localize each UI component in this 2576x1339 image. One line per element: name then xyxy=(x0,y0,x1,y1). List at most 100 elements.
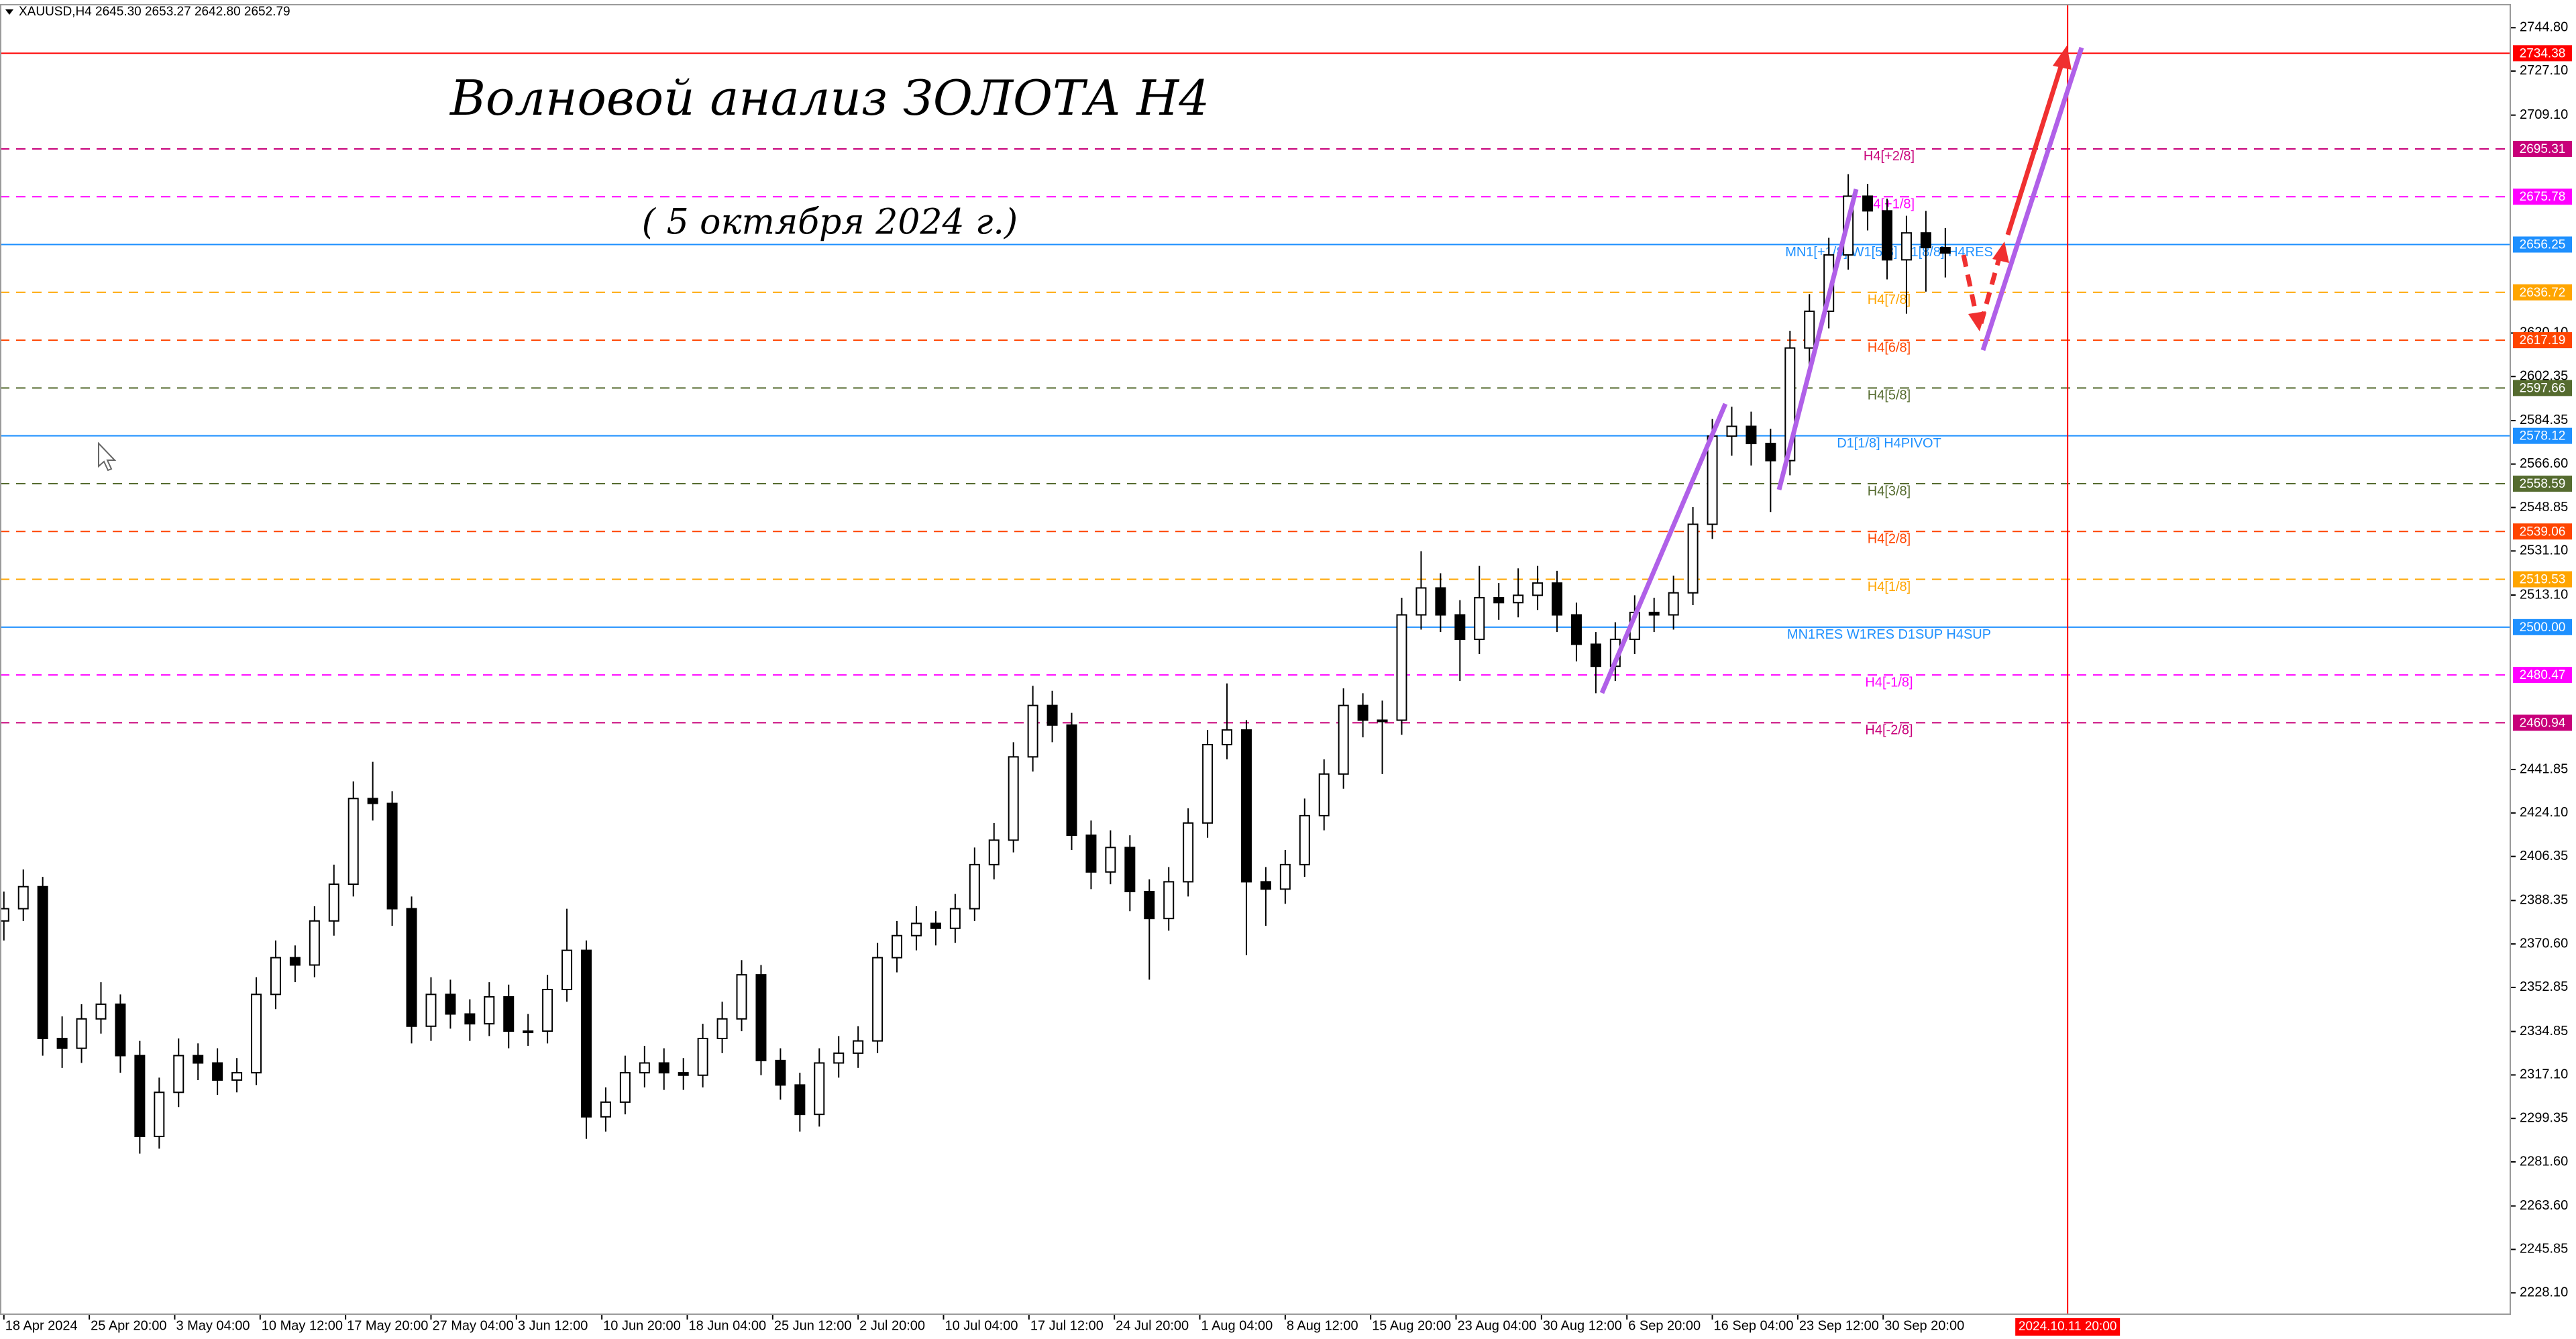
price-tag xyxy=(2513,475,2572,492)
candle-body xyxy=(503,996,515,1032)
price-tag-label: 2656.25 xyxy=(2520,238,2566,252)
price-tag xyxy=(2513,332,2572,349)
candle-body xyxy=(115,1003,126,1057)
candle-body xyxy=(1318,773,1330,816)
candle-body xyxy=(1454,614,1466,641)
candle-body xyxy=(1900,232,1912,261)
price-tag xyxy=(2513,45,2572,62)
price-tag xyxy=(2513,571,2572,588)
forecast-arrow xyxy=(1961,254,1979,316)
candle-body xyxy=(1804,310,1815,349)
candle-body xyxy=(736,974,747,1020)
candle-body xyxy=(872,957,883,1042)
cursor-label: 2024.10.11 20:00 xyxy=(2019,1320,2117,1334)
price-tag-label: 2636.72 xyxy=(2520,286,2566,300)
y-tick-label: 2441.85 xyxy=(2520,761,2568,776)
level-label: H4[+2/8] xyxy=(1864,149,1915,164)
level-label: H4[+1/8] xyxy=(1864,197,1915,212)
y-tick-label: 2566.60 xyxy=(2520,456,2568,471)
y-tick-label: 2263.60 xyxy=(2520,1198,2568,1213)
candle-body xyxy=(716,1018,728,1040)
chart-title: Волновой анализ ЗОЛОТА H4 xyxy=(449,70,1210,126)
candle-body xyxy=(212,1062,223,1081)
candle-body xyxy=(406,908,417,1027)
candle-body xyxy=(1687,523,1699,594)
candle-body xyxy=(1532,582,1544,596)
candle-body xyxy=(154,1091,165,1138)
x-tick-label: 3 Jun 12:00 xyxy=(518,1318,588,1333)
candle-body xyxy=(1008,756,1019,841)
x-tick-label: 18 Apr 2024 xyxy=(5,1318,78,1333)
price-tag xyxy=(2513,667,2572,684)
price-tag xyxy=(2513,189,2572,205)
levels: H4[+2/8]H4[+1/8]MN1[+1/8] W1[5/8] D1[8/8… xyxy=(0,5,2510,1314)
price-tag-label: 2617.19 xyxy=(2520,333,2566,347)
x-tick-label: 8 Aug 12:00 xyxy=(1287,1318,1358,1333)
y-tick-label: 2352.85 xyxy=(2520,979,2568,994)
x-tick-label: 27 May 04:00 xyxy=(432,1318,513,1333)
x-tick-label: 23 Aug 04:00 xyxy=(1458,1318,1537,1333)
candle-body xyxy=(1124,847,1136,893)
price-tag-label: 2480.47 xyxy=(2520,668,2566,682)
price-tag xyxy=(2513,427,2572,444)
candle-body xyxy=(1920,232,1931,249)
candle-body xyxy=(814,1062,825,1116)
candle-body xyxy=(619,1072,631,1103)
x-tick-label: 24 Jul 20:00 xyxy=(1116,1318,1189,1333)
candle-body xyxy=(37,886,48,1040)
menu-arrow xyxy=(5,9,13,15)
candle-body xyxy=(930,922,941,929)
candle-body xyxy=(678,1072,689,1076)
candle-body xyxy=(193,1055,204,1064)
price-tag xyxy=(2513,714,2572,731)
price-tag xyxy=(2513,523,2572,540)
candle-body xyxy=(697,1038,708,1076)
candle-body xyxy=(600,1101,611,1118)
x-tick-label: 25 Apr 20:00 xyxy=(91,1318,166,1333)
candle-body xyxy=(561,949,573,991)
price-tag-label: 2539.06 xyxy=(2520,525,2566,539)
candle-body xyxy=(1435,587,1446,616)
y-tick-label: 2744.80 xyxy=(2520,20,2568,35)
candle-body xyxy=(658,1062,669,1074)
price-tag xyxy=(2513,619,2572,635)
candle-body xyxy=(1066,724,1077,837)
candle-body xyxy=(1085,835,1097,873)
x-tick-label: 16 Sep 04:00 xyxy=(1714,1318,1794,1333)
candle-body xyxy=(484,996,495,1025)
candle-body xyxy=(1338,704,1349,775)
candle-body xyxy=(1396,614,1407,721)
candle-body xyxy=(775,1059,786,1086)
x-tick-label: 6 Sep 20:00 xyxy=(1628,1318,1701,1333)
x-tick-label: 10 May 12:00 xyxy=(262,1318,343,1333)
y-tick-label: 2245.85 xyxy=(2520,1242,2568,1256)
x-tick-label: 10 Jul 04:00 xyxy=(945,1318,1018,1333)
candle-body xyxy=(1726,425,1737,437)
forecast-arrow xyxy=(1978,253,2003,324)
candle-body xyxy=(853,1040,864,1054)
price-tag xyxy=(2513,140,2572,157)
candle-body xyxy=(1746,425,1757,445)
price-tag-label: 2558.59 xyxy=(2520,477,2566,491)
y-tick-label: 2548.85 xyxy=(2520,500,2568,515)
level-label: D1[1/8] H4PIVOT xyxy=(1837,436,1941,451)
price-tag-label: 2597.66 xyxy=(2520,381,2566,395)
x-tick-label: 18 Jun 04:00 xyxy=(688,1318,766,1333)
x-tick-label: 17 Jul 12:00 xyxy=(1030,1318,1104,1333)
candle-body xyxy=(755,974,767,1061)
level-label: H4[5/8] xyxy=(1868,388,1911,403)
level-label: H4[6/8] xyxy=(1868,340,1911,355)
price-tag xyxy=(2513,236,2572,253)
x-tick-label: 3 May 04:00 xyxy=(176,1318,250,1333)
candle-body xyxy=(910,922,922,936)
candle-body xyxy=(1707,435,1718,525)
y-tick-label: 2709.10 xyxy=(2520,107,2568,122)
y-tick-label: 2370.60 xyxy=(2520,936,2568,951)
candle-body xyxy=(1105,847,1116,873)
candle-body xyxy=(328,883,339,922)
x-tick-label: 15 Aug 20:00 xyxy=(1372,1318,1451,1333)
level-label: MN1RES W1RES D1SUP H4SUP xyxy=(1787,627,1991,642)
candle-body xyxy=(1648,611,1660,616)
candle-body xyxy=(1939,247,1951,254)
